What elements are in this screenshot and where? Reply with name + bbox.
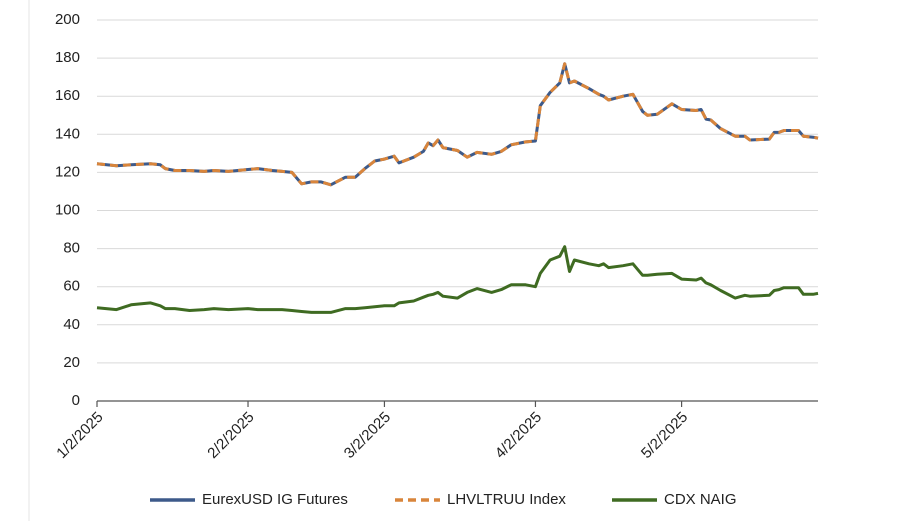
- y-tick-label: 200: [55, 11, 80, 28]
- legend-label: EurexUSD IG Futures: [202, 491, 348, 508]
- series-line: [96, 245, 819, 314]
- y-tick-label: 140: [55, 125, 80, 142]
- y-tick-label: 80: [63, 240, 80, 257]
- legend-label: CDX NAIG: [664, 491, 737, 508]
- y-tick-label: 20: [63, 354, 80, 371]
- series-line: [96, 62, 819, 187]
- y-tick-label: 120: [55, 163, 80, 180]
- x-tick-label: 4/2/2025: [492, 409, 545, 462]
- x-tick-label: 2/2/2025: [204, 409, 257, 462]
- y-tick-label: 160: [55, 87, 80, 104]
- legend-label: LHVLTRUU Index: [447, 491, 566, 508]
- series-line: [96, 62, 819, 187]
- x-tick-label: 3/2/2025: [341, 409, 394, 462]
- x-tick-label: 1/2/2025: [53, 409, 106, 462]
- y-tick-label: 100: [55, 201, 80, 218]
- y-tick-label: 60: [63, 278, 80, 295]
- y-tick-label: 40: [63, 316, 80, 333]
- y-tick-label: 0: [72, 392, 80, 409]
- y-tick-label: 180: [55, 49, 80, 66]
- x-tick-label: 5/2/2025: [638, 409, 691, 462]
